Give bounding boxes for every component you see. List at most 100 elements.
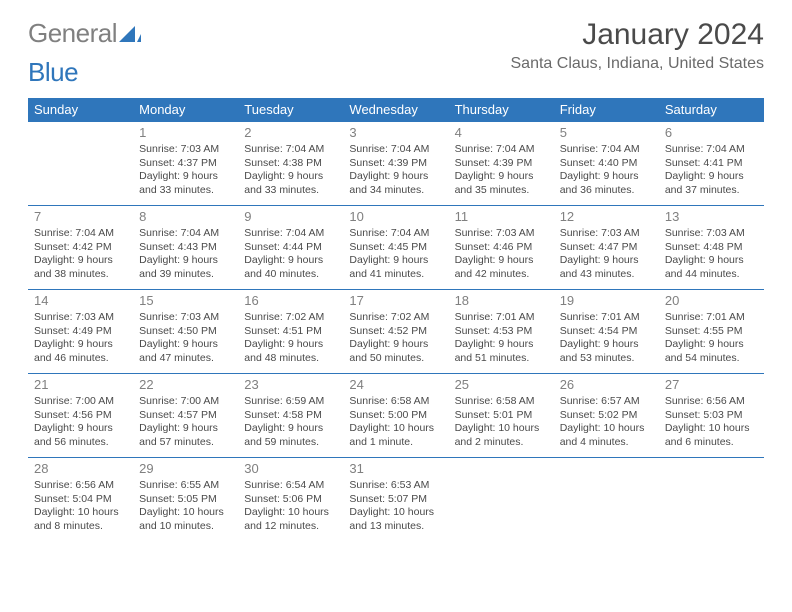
sunrise-line: Sunrise: 7:04 AM (665, 143, 758, 157)
calendar-cell: 21Sunrise: 7:00 AMSunset: 4:56 PMDayligh… (28, 374, 133, 458)
sunset-line: Sunset: 4:45 PM (349, 241, 442, 255)
daylight-line: Daylight: 9 hours and 51 minutes. (455, 338, 548, 365)
sunrise-line: Sunrise: 7:04 AM (244, 227, 337, 241)
sunset-line: Sunset: 5:06 PM (244, 493, 337, 507)
day-number: 2 (244, 125, 337, 142)
daylight-line: Daylight: 9 hours and 53 minutes. (560, 338, 653, 365)
calendar-cell: 13Sunrise: 7:03 AMSunset: 4:48 PMDayligh… (659, 206, 764, 290)
calendar-cell (659, 458, 764, 542)
logo: General (28, 18, 141, 49)
sunrise-line: Sunrise: 7:00 AM (34, 395, 127, 409)
sunset-line: Sunset: 4:41 PM (665, 157, 758, 171)
day-header: Monday (133, 98, 238, 122)
sunrise-line: Sunrise: 6:55 AM (139, 479, 232, 493)
sunrise-line: Sunrise: 7:02 AM (349, 311, 442, 325)
month-title: January 2024 (511, 18, 765, 51)
day-number: 13 (665, 209, 758, 226)
calendar-cell: 16Sunrise: 7:02 AMSunset: 4:51 PMDayligh… (238, 290, 343, 374)
sunset-line: Sunset: 4:49 PM (34, 325, 127, 339)
calendar-cell: 18Sunrise: 7:01 AMSunset: 4:53 PMDayligh… (449, 290, 554, 374)
daylight-line: Daylight: 9 hours and 38 minutes. (34, 254, 127, 281)
sunrise-line: Sunrise: 7:03 AM (139, 311, 232, 325)
location: Santa Claus, Indiana, United States (511, 55, 765, 73)
daylight-line: Daylight: 10 hours and 2 minutes. (455, 422, 548, 449)
daylight-line: Daylight: 10 hours and 8 minutes. (34, 506, 127, 533)
day-number: 9 (244, 209, 337, 226)
sunrise-line: Sunrise: 6:56 AM (34, 479, 127, 493)
sunset-line: Sunset: 4:44 PM (244, 241, 337, 255)
calendar-cell: 29Sunrise: 6:55 AMSunset: 5:05 PMDayligh… (133, 458, 238, 542)
day-number: 11 (455, 209, 548, 226)
sunrise-line: Sunrise: 7:03 AM (139, 143, 232, 157)
day-number: 23 (244, 377, 337, 394)
day-number: 19 (560, 293, 653, 310)
daylight-line: Daylight: 9 hours and 41 minutes. (349, 254, 442, 281)
day-number: 8 (139, 209, 232, 226)
daylight-line: Daylight: 9 hours and 48 minutes. (244, 338, 337, 365)
daylight-line: Daylight: 9 hours and 47 minutes. (139, 338, 232, 365)
sunrise-line: Sunrise: 6:54 AM (244, 479, 337, 493)
calendar-cell: 17Sunrise: 7:02 AMSunset: 4:52 PMDayligh… (343, 290, 448, 374)
calendar-table: SundayMondayTuesdayWednesdayThursdayFrid… (28, 98, 764, 542)
calendar-cell: 9Sunrise: 7:04 AMSunset: 4:44 PMDaylight… (238, 206, 343, 290)
day-number: 29 (139, 461, 232, 478)
sunrise-line: Sunrise: 7:03 AM (665, 227, 758, 241)
sunrise-line: Sunrise: 6:58 AM (455, 395, 548, 409)
sunset-line: Sunset: 4:37 PM (139, 157, 232, 171)
sunrise-line: Sunrise: 6:57 AM (560, 395, 653, 409)
logo-word2: Blue (28, 57, 78, 88)
sunset-line: Sunset: 4:46 PM (455, 241, 548, 255)
sunrise-line: Sunrise: 7:04 AM (34, 227, 127, 241)
sunrise-line: Sunrise: 7:04 AM (560, 143, 653, 157)
daylight-line: Daylight: 9 hours and 40 minutes. (244, 254, 337, 281)
daylight-line: Daylight: 9 hours and 56 minutes. (34, 422, 127, 449)
calendar-cell: 20Sunrise: 7:01 AMSunset: 4:55 PMDayligh… (659, 290, 764, 374)
sunrise-line: Sunrise: 7:01 AM (560, 311, 653, 325)
day-number: 30 (244, 461, 337, 478)
calendar-cell: 3Sunrise: 7:04 AMSunset: 4:39 PMDaylight… (343, 122, 448, 206)
calendar-cell: 24Sunrise: 6:58 AMSunset: 5:00 PMDayligh… (343, 374, 448, 458)
sunset-line: Sunset: 4:43 PM (139, 241, 232, 255)
calendar-cell: 28Sunrise: 6:56 AMSunset: 5:04 PMDayligh… (28, 458, 133, 542)
day-header: Saturday (659, 98, 764, 122)
day-number: 10 (349, 209, 442, 226)
calendar-cell: 7Sunrise: 7:04 AMSunset: 4:42 PMDaylight… (28, 206, 133, 290)
sunset-line: Sunset: 5:05 PM (139, 493, 232, 507)
sunset-line: Sunset: 4:55 PM (665, 325, 758, 339)
sunset-line: Sunset: 5:04 PM (34, 493, 127, 507)
day-number: 14 (34, 293, 127, 310)
day-header-row: SundayMondayTuesdayWednesdayThursdayFrid… (28, 98, 764, 122)
day-number: 6 (665, 125, 758, 142)
day-number: 16 (244, 293, 337, 310)
sunset-line: Sunset: 5:02 PM (560, 409, 653, 423)
calendar-cell: 5Sunrise: 7:04 AMSunset: 4:40 PMDaylight… (554, 122, 659, 206)
daylight-line: Daylight: 10 hours and 12 minutes. (244, 506, 337, 533)
calendar-cell: 11Sunrise: 7:03 AMSunset: 4:46 PMDayligh… (449, 206, 554, 290)
sunset-line: Sunset: 4:40 PM (560, 157, 653, 171)
sunset-line: Sunset: 4:47 PM (560, 241, 653, 255)
sunset-line: Sunset: 4:42 PM (34, 241, 127, 255)
sunset-line: Sunset: 4:53 PM (455, 325, 548, 339)
logo-sail-icon (119, 24, 141, 44)
sunrise-line: Sunrise: 6:58 AM (349, 395, 442, 409)
calendar-cell: 12Sunrise: 7:03 AMSunset: 4:47 PMDayligh… (554, 206, 659, 290)
sunrise-line: Sunrise: 7:01 AM (455, 311, 548, 325)
day-number: 18 (455, 293, 548, 310)
sunset-line: Sunset: 4:38 PM (244, 157, 337, 171)
sunrise-line: Sunrise: 7:03 AM (560, 227, 653, 241)
calendar-cell: 31Sunrise: 6:53 AMSunset: 5:07 PMDayligh… (343, 458, 448, 542)
sunrise-line: Sunrise: 6:59 AM (244, 395, 337, 409)
sunset-line: Sunset: 5:03 PM (665, 409, 758, 423)
day-header: Thursday (449, 98, 554, 122)
calendar-cell: 23Sunrise: 6:59 AMSunset: 4:58 PMDayligh… (238, 374, 343, 458)
sunrise-line: Sunrise: 7:03 AM (455, 227, 548, 241)
sunrise-line: Sunrise: 7:00 AM (139, 395, 232, 409)
day-number: 24 (349, 377, 442, 394)
calendar-cell: 2Sunrise: 7:04 AMSunset: 4:38 PMDaylight… (238, 122, 343, 206)
day-number: 1 (139, 125, 232, 142)
sunrise-line: Sunrise: 6:56 AM (665, 395, 758, 409)
sunset-line: Sunset: 5:01 PM (455, 409, 548, 423)
sunrise-line: Sunrise: 7:04 AM (139, 227, 232, 241)
daylight-line: Daylight: 9 hours and 57 minutes. (139, 422, 232, 449)
day-header: Wednesday (343, 98, 448, 122)
